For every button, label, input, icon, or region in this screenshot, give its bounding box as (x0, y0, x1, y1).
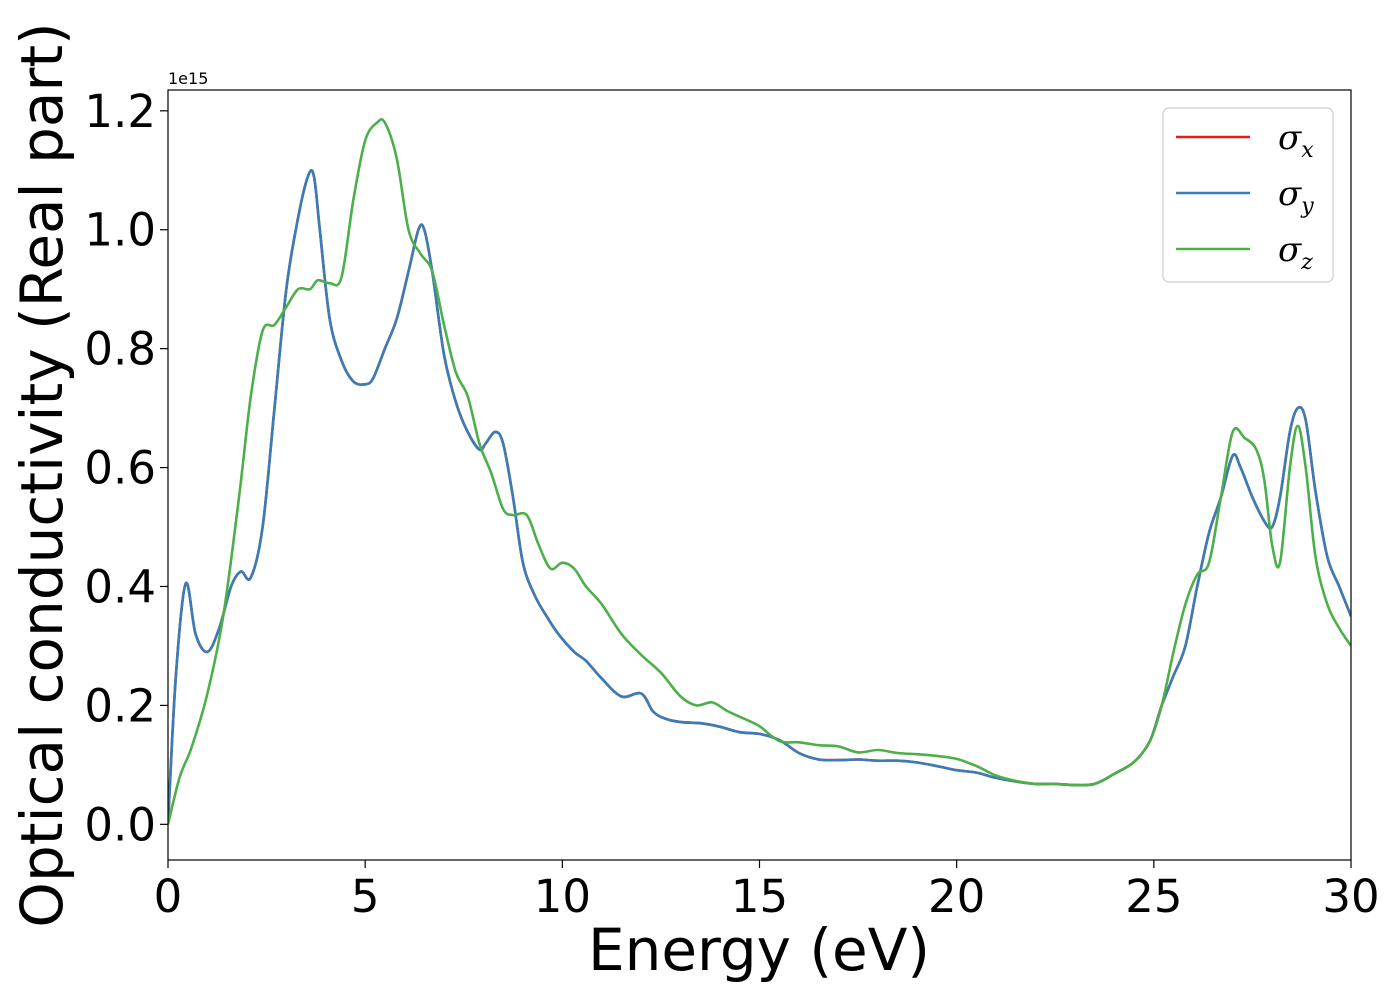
y-axis-title: Optical conductivity (Real part) (8, 22, 76, 927)
legend-symbol: σ (1278, 230, 1302, 270)
x-tick-label: 30 (1322, 870, 1379, 923)
x-tick-label: 5 (351, 870, 380, 923)
x-axis: 0 5 10 15 20 25 30 (154, 860, 1380, 923)
series-line-sigma-z (168, 118, 1351, 825)
y-tick-label: 0.0 (84, 798, 156, 851)
legend-label-sigma-y: σy (1278, 174, 1314, 219)
legend-symbol: σ (1278, 174, 1302, 214)
y-tick-label: 1.2 (84, 85, 156, 138)
x-tick-label: 10 (534, 870, 591, 923)
legend-symbol: σ (1278, 118, 1302, 158)
series-line-sigma-y (168, 168, 1351, 825)
x-tick-label: 25 (1125, 870, 1182, 923)
y-axis: 0.0 0.2 0.4 0.6 0.8 1.0 1.2 (84, 85, 168, 851)
legend-box (1162, 107, 1334, 283)
legend-label-sigma-x: σx (1278, 118, 1314, 163)
legend-label-sigma-z: σz (1278, 230, 1313, 275)
y-tick-label: 0.4 (84, 560, 156, 613)
x-axis-title: Energy (eV) (588, 916, 930, 984)
legend-subscript: x (1301, 138, 1314, 163)
legend-subscript: y (1300, 194, 1314, 219)
x-tick-label: 15 (731, 870, 788, 923)
y-tick-label: 0.2 (84, 679, 156, 732)
y-tick-label: 0.8 (84, 323, 156, 376)
legend-subscript: z (1300, 250, 1313, 275)
y-offset-label: 1e15 (168, 69, 208, 88)
x-tick-label: 0 (154, 870, 183, 923)
x-tick-label: 20 (928, 870, 985, 923)
y-tick-label: 1.0 (84, 204, 156, 257)
series-layer (168, 118, 1351, 825)
y-tick-label: 0.6 (84, 442, 156, 495)
